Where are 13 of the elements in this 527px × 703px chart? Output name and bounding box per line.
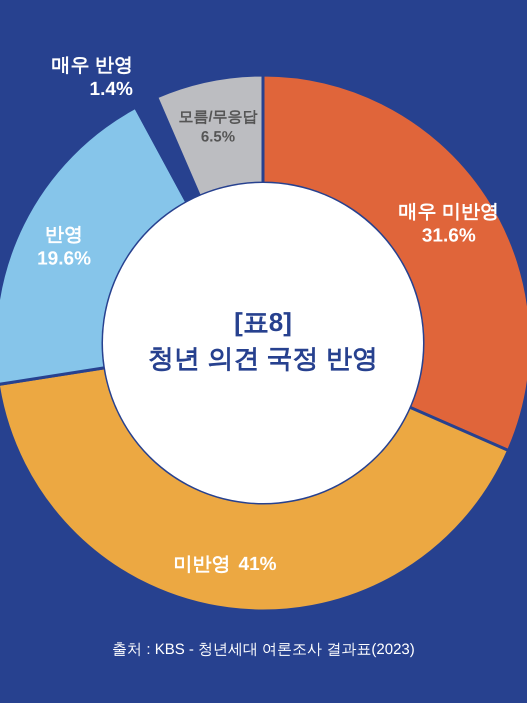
text: 청년 의견 국정 반영: [148, 343, 378, 373]
text: [표8]: [234, 307, 292, 337]
data-label: 31.6%: [422, 226, 476, 247]
slice-label: 매우 반영: [52, 54, 133, 76]
slice-label: 모름/무응답: [178, 108, 258, 126]
source-note: 출처 : KBS - 청년세대 여론조사 결과표(2023): [112, 641, 415, 658]
slice-label: 미반영: [174, 554, 231, 576]
slice-label: 반영: [45, 224, 84, 246]
data-label: 41%: [238, 554, 277, 576]
data-label: 19.6%: [37, 248, 92, 270]
slice-label: 매우 미반영: [398, 202, 499, 223]
data-label: 6.5%: [200, 128, 236, 146]
data-label: 1.4%: [90, 78, 133, 100]
